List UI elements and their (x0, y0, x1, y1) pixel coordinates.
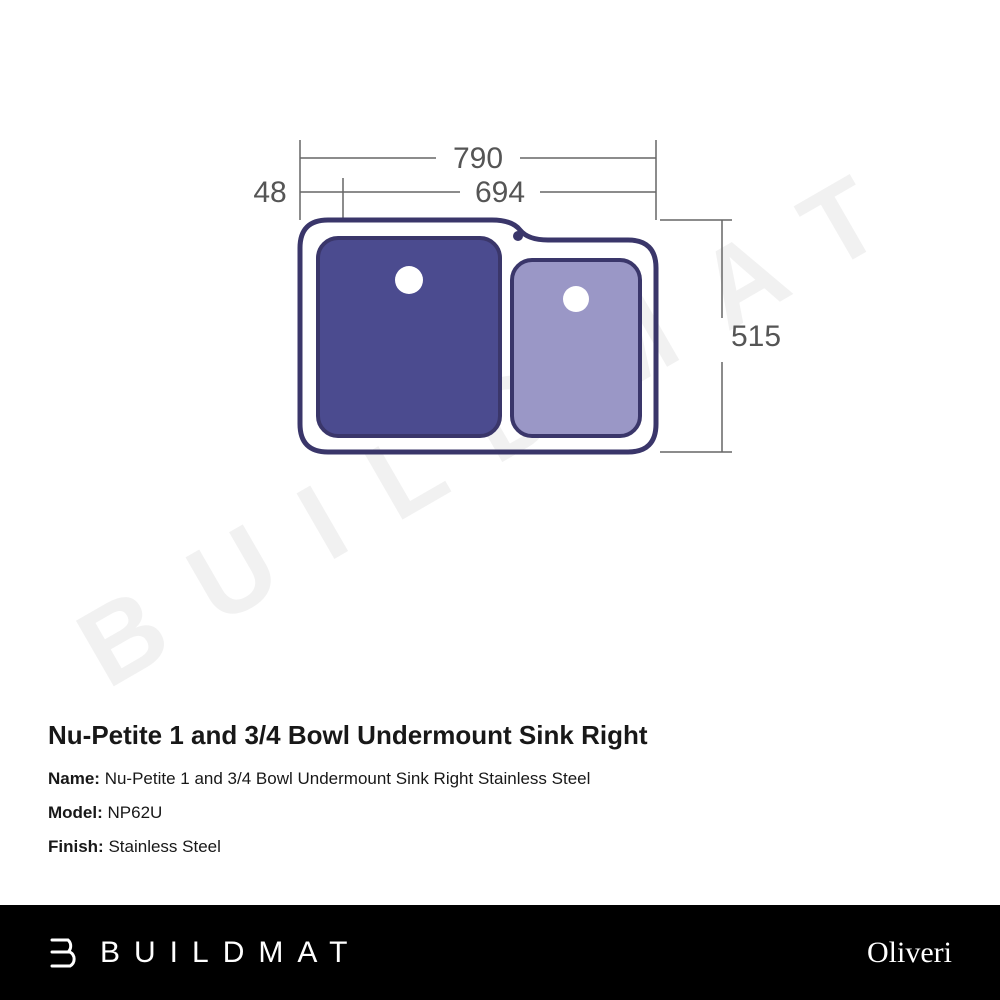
spec-finish-label: Finish: (48, 837, 104, 856)
dim-left-offset-value: 48 (253, 176, 286, 209)
product-info: Nu-Petite 1 and 3/4 Bowl Undermount Sink… (48, 720, 952, 871)
dim-overall-width-value: 790 (453, 142, 503, 175)
footer-brand-text: BUILDMAT (100, 936, 361, 970)
spec-name-value: Nu-Petite 1 and 3/4 Bowl Undermount Sink… (105, 769, 591, 788)
dim-height-value: 515 (731, 320, 781, 353)
spec-name-label: Name: (48, 769, 100, 788)
spec-finish-value: Stainless Steel (108, 837, 220, 856)
right-bowl-drain (563, 286, 589, 312)
product-title: Nu-Petite 1 and 3/4 Bowl Undermount Sink… (48, 720, 952, 751)
diagram-region: 790 694 48 515 (0, 50, 1000, 610)
dim-height: 515 (660, 220, 781, 452)
footer-bar: BUILDMAT Oliveri (0, 905, 1000, 1000)
sink-dimension-diagram: 790 694 48 515 (120, 50, 880, 510)
footer-manufacturer: Oliveri (867, 936, 952, 970)
dim-inner-width: 694 48 (253, 176, 656, 220)
dim-inner-width-value: 694 (475, 176, 525, 209)
spec-model-value: NP62U (108, 803, 163, 822)
spec-name: Name: Nu-Petite 1 and 3/4 Bowl Undermoun… (48, 769, 952, 789)
spec-finish: Finish: Stainless Steel (48, 837, 952, 857)
left-bowl-drain (395, 266, 423, 294)
spec-model: Model: NP62U (48, 803, 952, 823)
footer-brand: BUILDMAT (48, 936, 361, 970)
tap-hole (513, 231, 523, 241)
buildmat-logo-icon (48, 936, 82, 970)
spec-model-label: Model: (48, 803, 103, 822)
